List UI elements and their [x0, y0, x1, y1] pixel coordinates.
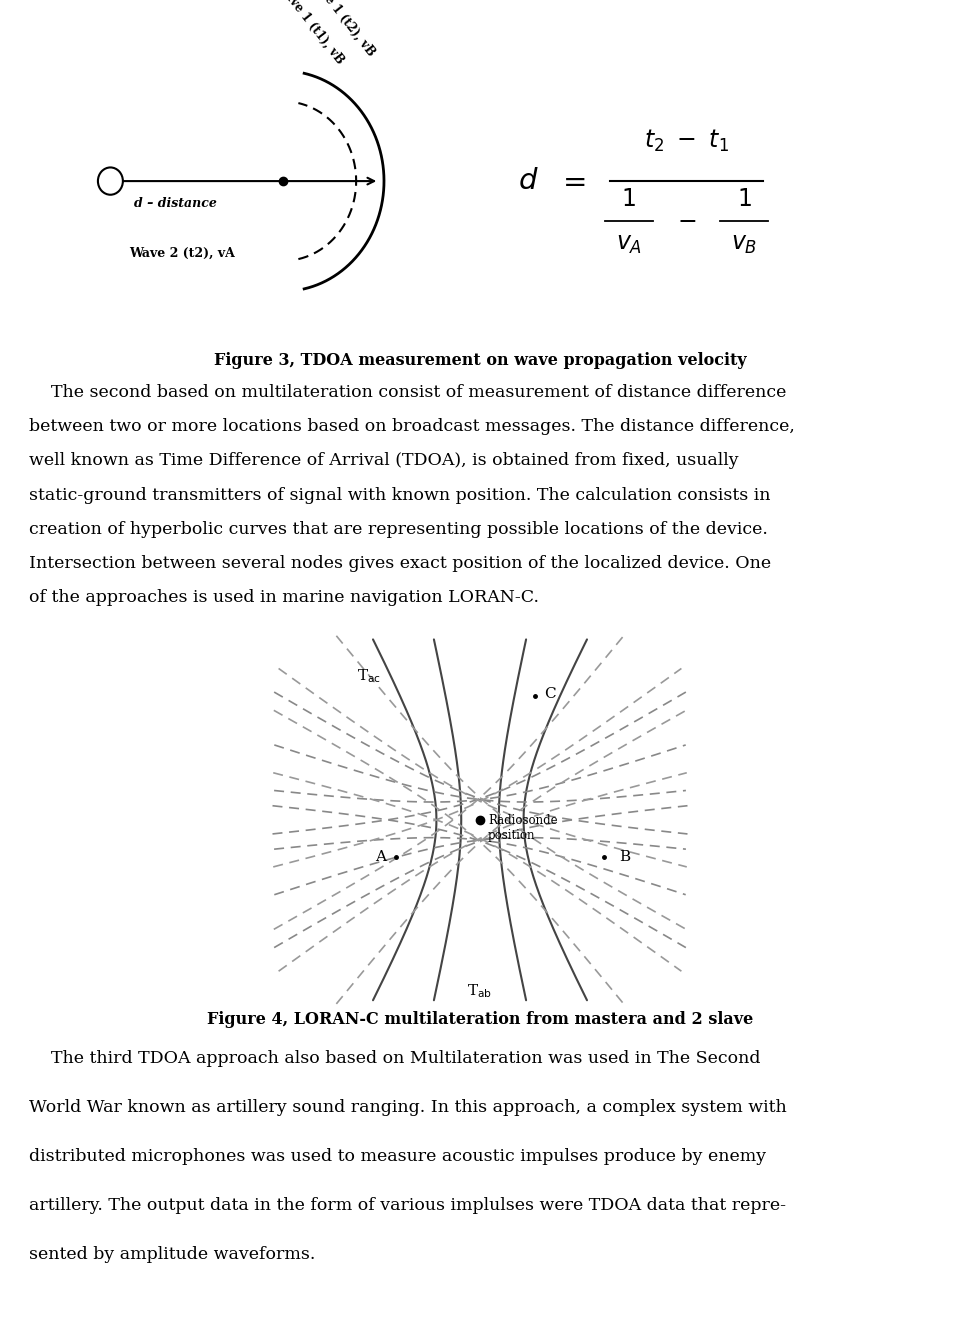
- Text: d – distance: d – distance: [134, 198, 217, 211]
- Text: $-$: $-$: [677, 209, 696, 233]
- Text: distributed microphones was used to measure acoustic impulses produce by enemy: distributed microphones was used to meas…: [29, 1148, 766, 1166]
- Text: $v_A$: $v_A$: [615, 233, 642, 255]
- Text: $v_B$: $v_B$: [731, 233, 757, 255]
- Text: C: C: [543, 687, 555, 701]
- Text: $=$: $=$: [557, 167, 586, 195]
- Text: $d$: $d$: [517, 167, 539, 195]
- Text: static-ground transmitters of signal with known position. The calculation consis: static-ground transmitters of signal wit…: [29, 487, 770, 503]
- Text: World War known as artillery sound ranging. In this approach, a complex system w: World War known as artillery sound rangi…: [29, 1098, 786, 1115]
- Text: $1$: $1$: [621, 188, 636, 212]
- Circle shape: [98, 167, 123, 195]
- Text: of the approaches is used in marine navigation LORAN-C.: of the approaches is used in marine navi…: [29, 590, 539, 606]
- Text: $t_2 \ - \ t_1$: $t_2 \ - \ t_1$: [644, 128, 729, 154]
- Text: Figure 3, TDOA measurement on wave propagation velocity: Figure 3, TDOA measurement on wave propa…: [214, 353, 746, 369]
- Text: Wave 1 (t2), vB: Wave 1 (t2), vB: [305, 0, 377, 58]
- Text: T$_{\mathrm{ab}}$: T$_{\mathrm{ab}}$: [468, 982, 492, 1000]
- Text: The second based on multilateration consist of measurement of distance differenc: The second based on multilateration cons…: [29, 385, 786, 400]
- Text: The third TDOA approach also based on Multilateration was used in The Second: The third TDOA approach also based on Mu…: [29, 1050, 760, 1067]
- Text: between two or more locations based on broadcast messages. The distance differen: between two or more locations based on b…: [29, 419, 795, 435]
- Text: A: A: [375, 849, 386, 864]
- Text: Figure 4, LORAN-C multilateration from mastera and 2 slave: Figure 4, LORAN-C multilateration from m…: [206, 1011, 754, 1027]
- Text: Wave 1 (t1), vB: Wave 1 (t1), vB: [275, 0, 347, 67]
- Text: Wave 2 (t2), vA: Wave 2 (t2), vA: [130, 246, 235, 259]
- Text: B: B: [619, 849, 631, 864]
- Text: $1$: $1$: [736, 188, 752, 212]
- Text: Intersection between several nodes gives exact position of the localized device.: Intersection between several nodes gives…: [29, 556, 771, 572]
- Text: T$_{\mathrm{ac}}$: T$_{\mathrm{ac}}$: [357, 666, 381, 685]
- Text: well known as Time Difference of Arrival (TDOA), is obtained from fixed, usually: well known as Time Difference of Arrival…: [29, 453, 738, 469]
- Text: Radiosonde
position: Radiosonde position: [488, 814, 558, 843]
- Text: creation of hyperbolic curves that are representing possible locations of the de: creation of hyperbolic curves that are r…: [29, 522, 768, 537]
- Text: sented by amplitude waveforms.: sented by amplitude waveforms.: [29, 1246, 315, 1263]
- Text: artillery. The output data in the form of various implulses were TDOA data that : artillery. The output data in the form o…: [29, 1197, 786, 1214]
